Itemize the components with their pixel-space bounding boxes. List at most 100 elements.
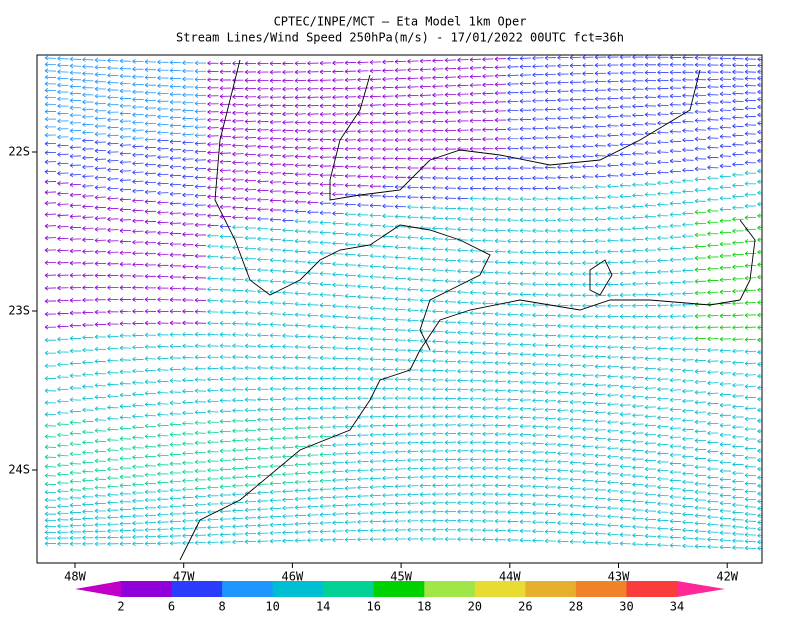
arrow-head xyxy=(94,79,99,85)
arrow-head xyxy=(757,274,761,280)
arrow-head xyxy=(332,261,336,267)
arrow-head xyxy=(69,203,74,208)
arrow-head xyxy=(157,138,161,144)
arrow-head xyxy=(69,84,74,89)
arrow-head xyxy=(682,69,686,75)
arrow-head xyxy=(544,135,549,140)
arrow-head xyxy=(144,90,149,96)
arrow-head xyxy=(169,123,174,129)
arrow-head xyxy=(69,248,74,254)
arrow-head xyxy=(619,183,624,188)
arrow-head xyxy=(432,175,436,181)
arrow-head xyxy=(657,191,661,196)
arrow-head xyxy=(644,103,649,109)
arrow-head xyxy=(57,181,61,186)
arrow-head xyxy=(669,138,674,144)
arrow-head xyxy=(694,255,699,261)
arrow-head xyxy=(532,55,536,61)
arrow-head xyxy=(332,293,336,298)
arrow-head xyxy=(444,156,449,161)
arrow-head xyxy=(169,68,174,73)
arrow-head xyxy=(507,249,511,255)
arrow-head xyxy=(357,164,361,170)
arrow-head xyxy=(182,275,186,280)
arrow-head xyxy=(444,66,449,72)
arrow-head xyxy=(582,114,586,120)
arrow-head xyxy=(507,260,511,265)
arrow-head xyxy=(269,278,274,284)
arrow-head xyxy=(57,103,61,109)
arrow-head xyxy=(369,326,374,332)
arrow-head xyxy=(457,175,461,181)
arrow-head xyxy=(319,182,324,187)
arrow-head xyxy=(269,136,274,142)
arrow-head xyxy=(207,125,211,131)
arrow-head xyxy=(269,257,274,263)
arrow-head xyxy=(119,250,124,256)
arrow-head xyxy=(219,118,224,123)
arrow-head xyxy=(444,257,449,263)
arrow-head xyxy=(269,179,274,185)
arrow-head xyxy=(44,132,49,138)
arrow-head xyxy=(69,348,74,354)
arrow-head xyxy=(644,292,649,298)
arrow-head xyxy=(94,86,99,92)
arrow-head xyxy=(494,217,499,223)
arrow-head xyxy=(82,310,86,315)
arrow-head xyxy=(132,112,136,118)
arrow-head xyxy=(319,230,324,235)
arrow-head xyxy=(319,313,324,319)
arrow-head xyxy=(69,225,74,231)
arrow-head xyxy=(632,303,636,309)
arrow-head xyxy=(557,228,561,234)
arrow-head xyxy=(719,84,724,89)
arrow-head xyxy=(269,128,274,133)
arrow-head xyxy=(207,176,211,181)
arrow-head xyxy=(82,130,86,135)
arrow-head xyxy=(469,165,474,171)
arrow-head xyxy=(44,298,49,304)
arrow-head xyxy=(457,165,461,171)
arrow-head xyxy=(544,80,549,86)
arrow-head xyxy=(207,93,211,99)
arrow-head xyxy=(657,120,661,126)
arrow-head xyxy=(332,94,336,100)
arrow-head xyxy=(619,142,624,147)
arrow-head xyxy=(144,240,149,246)
arrow-head xyxy=(669,257,674,263)
arrow-head xyxy=(632,95,636,100)
arrow-head xyxy=(544,72,549,77)
arrow-head xyxy=(382,285,386,291)
arrow-head xyxy=(594,238,599,244)
arrow-head xyxy=(369,129,374,134)
arrow-head xyxy=(257,332,261,338)
arrow-head xyxy=(557,164,561,170)
arrow-head xyxy=(182,286,186,291)
arrow-head xyxy=(707,55,711,61)
arrow-head xyxy=(544,185,549,191)
arrow-head xyxy=(594,55,599,60)
arrow-head xyxy=(69,285,74,291)
arrow-head xyxy=(57,324,61,329)
arrow-head xyxy=(444,247,449,252)
arrow-head xyxy=(657,246,661,252)
arrow-head xyxy=(494,117,499,123)
arrow-head xyxy=(157,130,161,135)
arrow-head xyxy=(532,126,536,131)
arrow-head xyxy=(582,174,586,179)
arrow-head xyxy=(382,102,386,108)
arrow-head xyxy=(582,88,586,93)
arrow-head xyxy=(619,215,624,221)
arrow-head xyxy=(532,89,536,95)
arrow-head xyxy=(419,119,424,125)
arrow-head xyxy=(407,328,411,333)
arrow-head xyxy=(332,272,336,277)
arrow-head xyxy=(107,117,111,123)
arrow-head xyxy=(82,57,86,62)
arrow-head xyxy=(219,234,224,239)
arrow-head xyxy=(732,132,736,138)
arrow-head xyxy=(244,160,249,166)
arrow-head xyxy=(132,218,136,224)
arrow-head xyxy=(82,107,86,112)
arrow-head xyxy=(657,85,661,91)
